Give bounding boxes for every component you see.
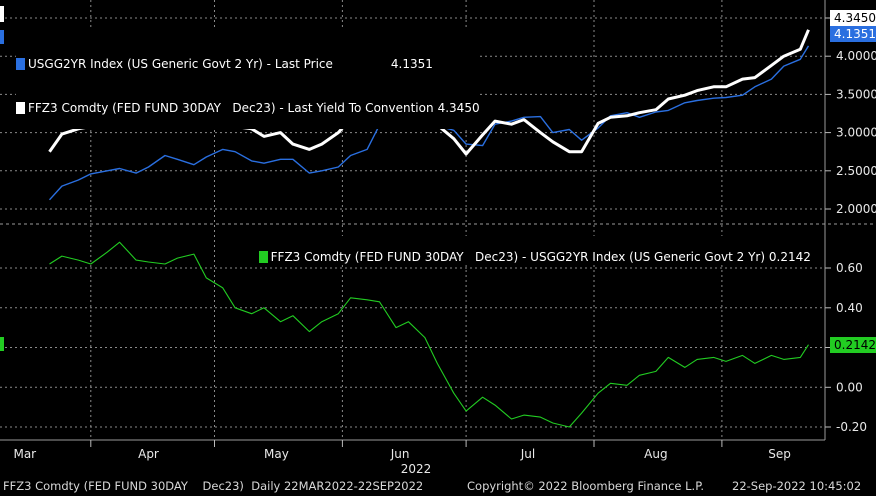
legend-value: 0.2142 xyxy=(768,250,811,264)
x-month-label: Mar xyxy=(13,447,36,461)
left-marker-white xyxy=(0,6,4,22)
last-label-usgg2yr-bg xyxy=(830,26,876,42)
axis-ticks xyxy=(90,17,831,447)
legend-label: USGG2YR Index (US Generic Govt 2 Yr) - L… xyxy=(28,57,333,71)
y-tick-label: 3.5000 xyxy=(836,87,876,101)
y-tick-label: 2.5000 xyxy=(836,164,876,178)
last-label-ffz3-bg xyxy=(830,10,876,26)
legend-item-usgg2yr: USGG2YR Index (US Generic Govt 2 Yr) - L… xyxy=(16,57,480,71)
legend-value: 4.3450 xyxy=(437,101,480,115)
left-marker-green xyxy=(0,337,4,351)
legend-swatch-blue xyxy=(16,58,25,70)
x-year-label: 2022 xyxy=(401,462,432,476)
y-tick-label: 4.0000 xyxy=(836,49,876,63)
y-tick-label: 0.00 xyxy=(836,380,863,394)
footer-left: FFZ3 Comdty (FED FUND 30DAY Dec23) Daily… xyxy=(3,479,424,493)
footer-copyright: Copyright© 2022 Bloomberg Finance L.P. xyxy=(467,479,704,493)
x-month-label: Jul xyxy=(520,447,535,461)
last-label-usgg2yr: 4.1351 xyxy=(834,27,876,41)
last-label-ffz3: 4.3450 xyxy=(834,11,876,25)
legend-swatch-green xyxy=(258,251,268,263)
x-axis-labels: Mar Apr May Jun Jul Aug Sep 2022 xyxy=(13,447,790,476)
legend-bottom: FFZ3 Comdty (FED FUND 30DAY Dec23) - USG… xyxy=(251,236,811,264)
legend-label: FFZ3 Comdty (FED FUND 30DAY Dec23) - Las… xyxy=(28,101,434,115)
series-line-spread xyxy=(49,241,809,428)
legend-item-ffz3: FFZ3 Comdty (FED FUND 30DAY Dec23) - Las… xyxy=(16,101,480,115)
bottom-panel-gridlines xyxy=(0,267,825,428)
y-tick-label: 0.40 xyxy=(836,301,863,315)
x-month-label: Jun xyxy=(390,447,410,461)
legend-value: 4.1351 xyxy=(390,57,433,71)
left-marker-blue xyxy=(0,30,4,44)
y-axis-labels: 2.00002.50003.00003.50004.00004.5000-0.2… xyxy=(836,11,876,434)
last-label-spread: 0.2142 xyxy=(834,338,876,352)
x-month-label: Aug xyxy=(644,447,667,461)
y-tick-label: -0.20 xyxy=(836,420,867,434)
y-tick-label: 2.0000 xyxy=(836,202,876,216)
last-label-spread-bg xyxy=(830,337,876,353)
legend-swatch-white xyxy=(16,102,25,114)
x-month-label: Apr xyxy=(138,447,159,461)
legend-top: USGG2YR Index (US Generic Govt 2 Yr) - L… xyxy=(16,29,480,129)
y-tick-label: 3.0000 xyxy=(836,126,876,140)
month-gridlines xyxy=(90,0,723,440)
x-month-label: Sep xyxy=(768,447,791,461)
footer-timestamp: 22-Sep-2022 10:45:02 xyxy=(732,479,862,493)
bottom-panel-series xyxy=(49,241,809,428)
x-month-label: May xyxy=(264,447,289,461)
y-tick-label: 0.60 xyxy=(836,261,863,275)
legend-label: FFZ3 Comdty (FED FUND 30DAY Dec23) - USG… xyxy=(270,250,766,264)
last-value-labels: 4.3450 4.1351 0.2142 xyxy=(830,10,876,353)
